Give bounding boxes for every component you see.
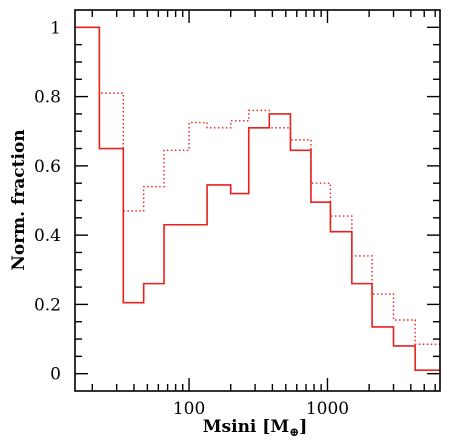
plot-frame: [74, 9, 441, 392]
series-solid-line: [75, 26, 440, 372]
tick-labels: 100 1000 0 0.2 0.4 0.6 0.8 1: [34, 18, 349, 419]
x-axis-label: Msini [M⊕]: [203, 417, 308, 439]
y-tick-label: 0.2: [34, 295, 61, 315]
y-tick-label: 0.4: [34, 226, 61, 246]
x-tick-label: 100: [173, 399, 205, 419]
series-group: [75, 26, 440, 372]
x-axis-label-main: Msini [M: [203, 417, 290, 437]
axis-ticks: [75, 10, 440, 391]
y-axis-label: Norm. fraction: [9, 129, 29, 270]
series-dotted-line: [75, 26, 440, 345]
y-tick-label: 0: [50, 365, 61, 385]
x-tick-label: 1000: [306, 399, 349, 419]
y-tick-label: 0.8: [34, 88, 61, 108]
x-axis-label-close: ]: [299, 417, 307, 437]
y-tick-label: 0.6: [34, 157, 61, 177]
x-axis-label-subscript: ⊕: [289, 425, 299, 439]
y-tick-label: 1: [50, 18, 61, 38]
